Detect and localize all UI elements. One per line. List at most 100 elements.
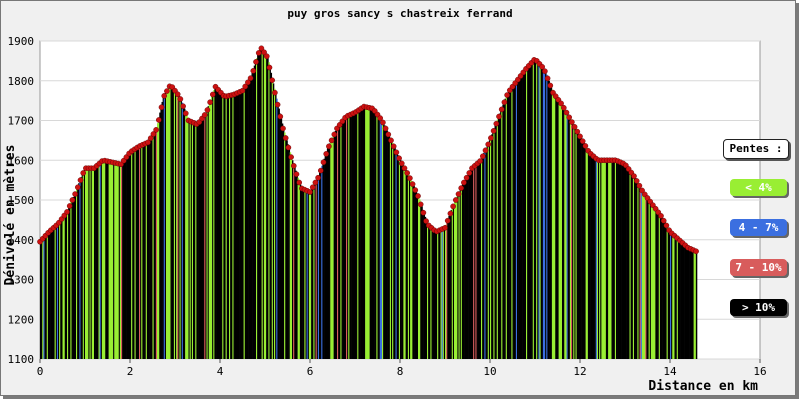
slope-bar bbox=[78, 183, 80, 359]
slope-bar bbox=[528, 65, 530, 359]
slope-bar bbox=[339, 123, 341, 360]
profile-point bbox=[385, 131, 392, 138]
slope-bar bbox=[596, 159, 599, 359]
slope-bar bbox=[476, 163, 478, 359]
profile-point bbox=[569, 119, 575, 125]
slope-bar bbox=[203, 115, 205, 359]
profile-point bbox=[563, 109, 570, 116]
slope-bar bbox=[189, 120, 192, 359]
slope-bar bbox=[149, 138, 151, 359]
slope-bar bbox=[267, 56, 269, 360]
slope-bar bbox=[670, 231, 672, 359]
slope-bar bbox=[61, 217, 63, 359]
slope-bar bbox=[77, 186, 79, 359]
slope-bar bbox=[288, 148, 291, 359]
legend-item-moderate: 4 - 7% bbox=[730, 219, 787, 236]
slope-bar bbox=[242, 88, 244, 360]
slope-bar bbox=[405, 170, 408, 359]
slope-bar bbox=[413, 186, 415, 359]
slope-bar bbox=[108, 161, 111, 359]
slope-bar bbox=[692, 249, 694, 359]
slope-bar bbox=[193, 122, 195, 359]
slope-bar bbox=[387, 132, 390, 359]
slope-bar bbox=[317, 176, 320, 359]
slope-bar bbox=[522, 71, 525, 360]
profile-point bbox=[401, 165, 408, 171]
profile-point bbox=[255, 50, 262, 56]
slope-bar bbox=[574, 126, 576, 360]
slope-bar bbox=[364, 106, 366, 360]
x-tick-label: 10 bbox=[483, 365, 496, 378]
slope-bar bbox=[56, 223, 59, 359]
slope-bar bbox=[518, 77, 520, 360]
slope-bar bbox=[688, 247, 690, 359]
slope-bar bbox=[379, 117, 382, 359]
slope-bar bbox=[150, 137, 152, 359]
slope-bar bbox=[101, 160, 104, 359]
slope-bar bbox=[279, 113, 282, 359]
profile-point bbox=[501, 99, 508, 106]
slope-bar bbox=[277, 103, 279, 359]
slope-bar bbox=[682, 242, 684, 359]
slope-bar bbox=[584, 144, 586, 359]
slope-bar bbox=[610, 160, 612, 359]
slope-bar bbox=[618, 161, 620, 359]
slope-bar bbox=[412, 183, 414, 359]
profile-point bbox=[452, 197, 459, 203]
slope-bar bbox=[224, 96, 226, 360]
profile-point bbox=[309, 184, 316, 191]
slope-bar bbox=[558, 100, 561, 360]
slope-bar bbox=[636, 180, 638, 359]
slope-bar bbox=[483, 152, 485, 359]
slope-bar bbox=[617, 160, 619, 359]
slope-bar bbox=[655, 208, 657, 359]
slope-bar bbox=[629, 170, 631, 359]
profile-point bbox=[639, 187, 645, 194]
profile-point bbox=[177, 96, 184, 102]
profile-point bbox=[158, 104, 165, 111]
slope-bar bbox=[472, 167, 474, 359]
profile-point bbox=[288, 154, 294, 160]
slope-bar bbox=[49, 230, 51, 359]
profile-point bbox=[296, 179, 303, 186]
slope-bar bbox=[373, 108, 375, 359]
profile-point bbox=[420, 209, 427, 216]
slope-bar bbox=[505, 95, 508, 359]
profile-point bbox=[307, 189, 313, 195]
profile-point bbox=[180, 103, 186, 109]
slope-bar bbox=[133, 149, 135, 359]
slope-bar bbox=[575, 128, 577, 359]
slope-bar bbox=[286, 140, 288, 359]
slope-bar bbox=[335, 128, 338, 359]
slope-bar bbox=[358, 109, 360, 359]
slope-bar bbox=[573, 124, 575, 359]
slope-bar bbox=[400, 160, 402, 359]
slope-bar bbox=[578, 134, 581, 359]
slope-bar bbox=[599, 160, 601, 359]
slope-bar bbox=[648, 199, 651, 359]
slope-bar bbox=[535, 58, 537, 359]
slope-bar bbox=[371, 108, 374, 359]
slope-bar bbox=[409, 176, 411, 359]
slope-bar bbox=[287, 144, 289, 359]
slope-bar bbox=[577, 132, 580, 359]
profile-point bbox=[390, 143, 397, 150]
slope-bar bbox=[324, 155, 327, 359]
profile-point bbox=[269, 77, 276, 84]
slope-bar bbox=[230, 95, 232, 360]
profile-point bbox=[631, 173, 637, 179]
slope-bar bbox=[393, 145, 395, 359]
slope-bar bbox=[252, 69, 255, 360]
profile-point bbox=[250, 68, 257, 74]
slope-bar bbox=[694, 250, 697, 359]
slope-bar bbox=[209, 99, 212, 359]
slope-bar bbox=[214, 86, 216, 360]
slope-bar bbox=[328, 145, 330, 359]
profile-point bbox=[404, 170, 411, 176]
slope-bar bbox=[502, 104, 504, 359]
slope-bar bbox=[693, 250, 696, 359]
slope-bar bbox=[53, 226, 55, 359]
slope-bar bbox=[401, 162, 403, 359]
slope-bar bbox=[524, 68, 527, 359]
slope-bar bbox=[65, 211, 68, 359]
